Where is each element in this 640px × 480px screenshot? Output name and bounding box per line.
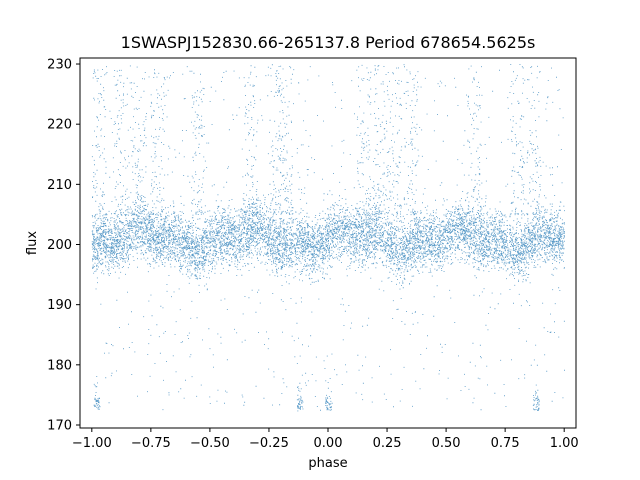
x-tick-label: −0.75 (131, 436, 171, 451)
x-tick-label: −0.50 (190, 436, 230, 451)
x-tick-label: 0.75 (491, 436, 520, 451)
y-axis-ticks: 170 180 190 200 210 220 230 (47, 58, 80, 433)
y-tick-label: 220 (47, 118, 72, 133)
x-tick-label: −0.25 (249, 436, 289, 451)
chart-title: 1SWASPJ152830.66-265137.8 Period 678654.… (121, 33, 536, 52)
y-tick-label: 230 (47, 58, 72, 73)
y-tick-label: 180 (47, 358, 72, 373)
data-points (91, 64, 566, 412)
x-axis-ticks: −1.00 −0.75 −0.50 −0.25 0.00 0.25 0.50 0.75 1.00 (72, 428, 579, 451)
x-tick-label: −1.00 (72, 436, 112, 451)
y-axis-label: flux (25, 231, 40, 255)
x-tick-label: 1.00 (550, 436, 579, 451)
x-axis-label: phase (308, 456, 347, 471)
y-tick-label: 200 (47, 238, 72, 253)
x-tick-label: 0.00 (314, 436, 343, 451)
flux-points (91, 64, 566, 412)
y-tick-label: 170 (47, 418, 72, 433)
x-tick-label: 0.50 (432, 436, 461, 451)
y-tick-label: 190 (47, 298, 72, 313)
y-tick-label: 210 (47, 178, 72, 193)
x-tick-label: 0.25 (373, 436, 402, 451)
